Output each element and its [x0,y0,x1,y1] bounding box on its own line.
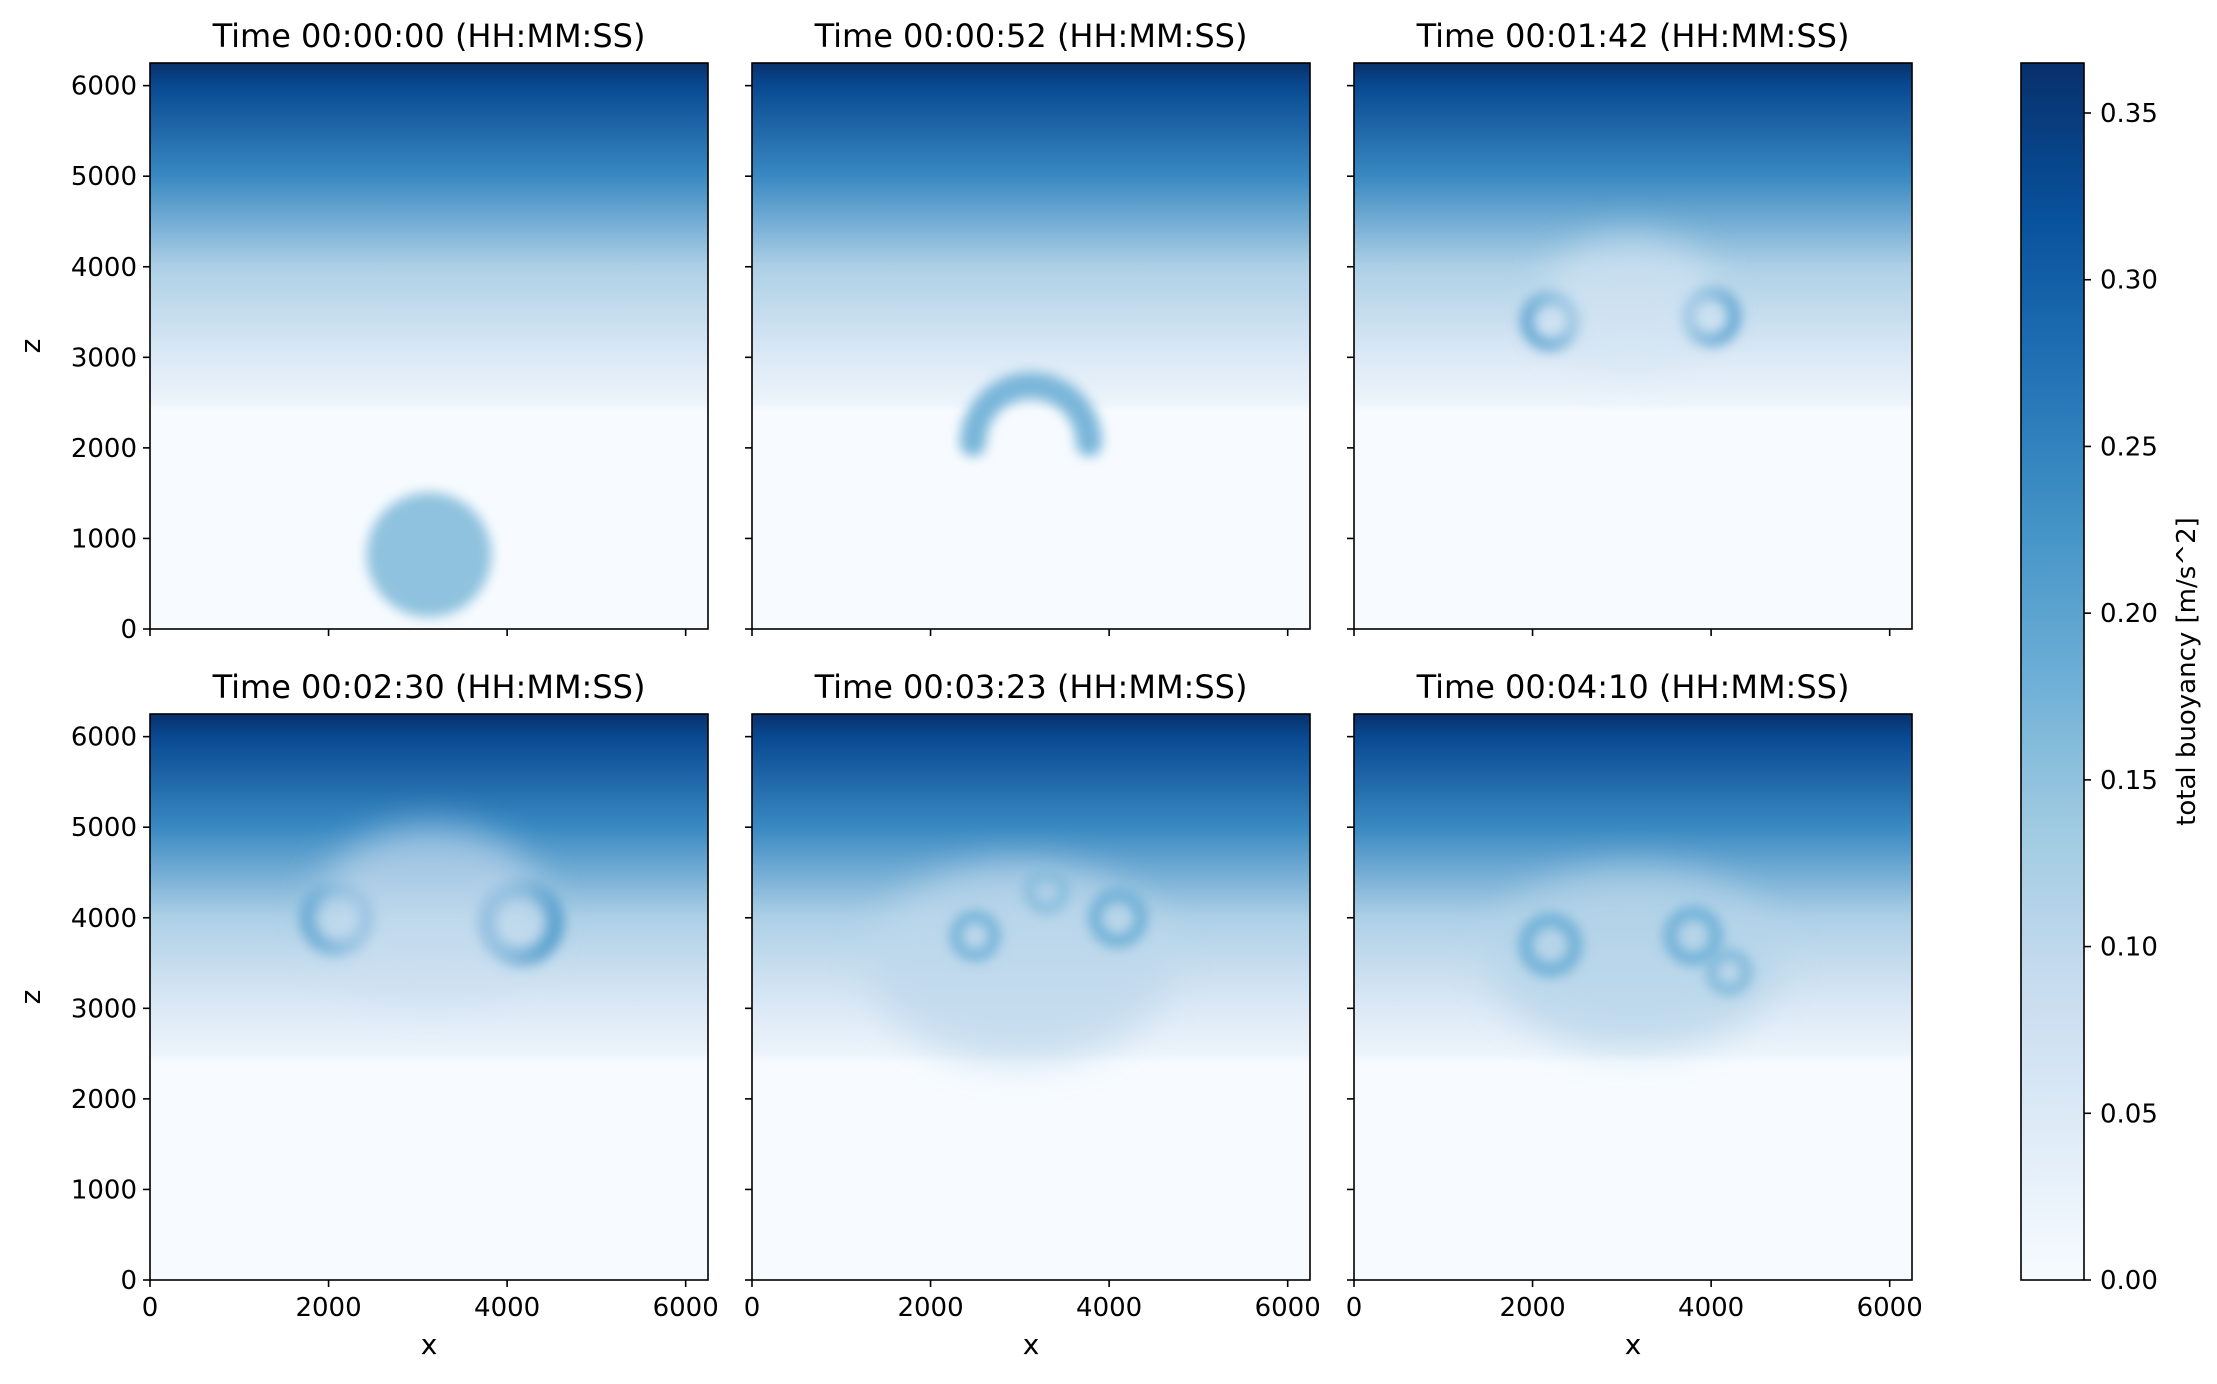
plume-cap [959,372,1103,457]
heatmap-4 [150,714,708,1280]
colorbar-tick-label: 0.05 [2100,1099,2158,1129]
plume-dome [315,824,548,1002]
colorbar-tick-label: 0.30 [2100,266,2158,296]
panel-title: Time 00:00:00 (HH:MM:SS) [212,17,646,55]
y-tick-label: 0 [120,1266,137,1296]
axes-frame [751,713,1311,1281]
panel-6: Time 00:04:10 (HH:MM:SS) 0 2000 4000 6000 x [1346,668,1923,1361]
plume-vortex [1518,913,1583,977]
y-axis-label: z [14,339,47,354]
x-tick-label: 0 [142,1293,159,1323]
colorbar-gradient [2020,62,2085,1281]
colorbar: 0.00 0.05 0.10 0.15 0.20 0.25 0.30 0.35 total bu… [2020,62,2202,1296]
x-tick-label: 2000 [295,1293,361,1323]
x-tick-label: 4000 [1678,1293,1744,1323]
y-tick-label: 2000 [71,434,137,464]
plume-vortex [1663,906,1723,966]
plume-vortex [950,910,1001,961]
y-tick-label: 6000 [71,723,137,753]
colorbar-tick-label: 0.00 [2100,1266,2158,1296]
x-tick-label: 4000 [1076,1293,1142,1323]
plume-dome [1541,235,1721,371]
heatmap-3 [1354,63,1912,629]
heatmap-1 [150,63,708,629]
x-tick-label: 6000 [653,1293,719,1323]
x-tick-label: 2000 [897,1293,963,1323]
x-tick-label: 6000 [1857,1293,1923,1323]
y-axis-label: z [14,990,47,1005]
x-axis-label: x [1625,1328,1642,1361]
x-tick-label: 2000 [1499,1293,1565,1323]
plume-vortex [1088,888,1148,948]
colorbar-tick-label: 0.20 [2100,599,2158,629]
panel-title: Time 00:01:42 (HH:MM:SS) [1416,17,1850,55]
panel-4: Time 00:02:30 (HH:MM:SS) 0 1000 2000 3000 400… [14,668,719,1361]
colorbar-tick-label: 0.25 [2100,432,2158,462]
y-tick-label: 1000 [71,1175,137,1205]
plume-bubble [366,492,492,618]
heatmap-5 [752,714,1310,1280]
y-tick-label: 2000 [71,1085,137,1115]
panel-3: Time 00:01:42 (HH:MM:SS) [1347,17,1913,636]
axes-frame [1353,713,1913,1281]
panel-2: Time 00:00:52 (HH:MM:SS) [745,17,1311,636]
panel-title: Time 00:03:23 (HH:MM:SS) [814,668,1248,706]
y-tick-label: 6000 [71,72,137,102]
y-tick-label: 1000 [71,524,137,554]
colorbar-label: total buoyancy [m/s^2] [2172,517,2202,826]
x-axis-label: x [1023,1328,1040,1361]
y-tick-label: 5000 [71,162,137,192]
panel-title: Time 00:02:30 (HH:MM:SS) [212,668,646,706]
panel-title: Time 00:00:52 (HH:MM:SS) [814,17,1248,55]
x-tick-label: 0 [1346,1293,1363,1323]
heatmap-2 [752,63,1310,629]
y-tick-label: 3000 [71,343,137,373]
x-tick-label: 4000 [474,1293,540,1323]
axes-frame [751,62,1311,630]
y-tick-label: 5000 [71,813,137,843]
x-axis-label: x [421,1328,438,1361]
colorbar-tick-label: 0.35 [2100,99,2158,129]
x-tick-label: 0 [744,1293,761,1323]
panel-1: Time 00:00:00 (HH:MM:SS) 0 1000 2000 3000 400… [14,17,709,645]
plume-vortex [1023,867,1070,914]
plume-vortex [1706,949,1752,995]
y-tick-label: 4000 [71,253,137,283]
colorbar-tick-label: 0.10 [2100,933,2158,963]
y-tick-label: 4000 [71,904,137,934]
y-tick-label: 0 [120,615,137,645]
panel-title: Time 00:04:10 (HH:MM:SS) [1416,668,1850,706]
heatmap-6 [1354,714,1912,1280]
panel-5: Time 00:03:23 (HH:MM:SS) 0 2000 4000 6000 x [744,668,1321,1361]
x-tick-label: 6000 [1255,1293,1321,1323]
axes-frame [149,62,709,630]
axes-frame [149,713,709,1281]
axes-frame [1353,62,1913,630]
colorbar-tick-label: 0.15 [2100,766,2158,796]
y-tick-label: 3000 [71,994,137,1024]
